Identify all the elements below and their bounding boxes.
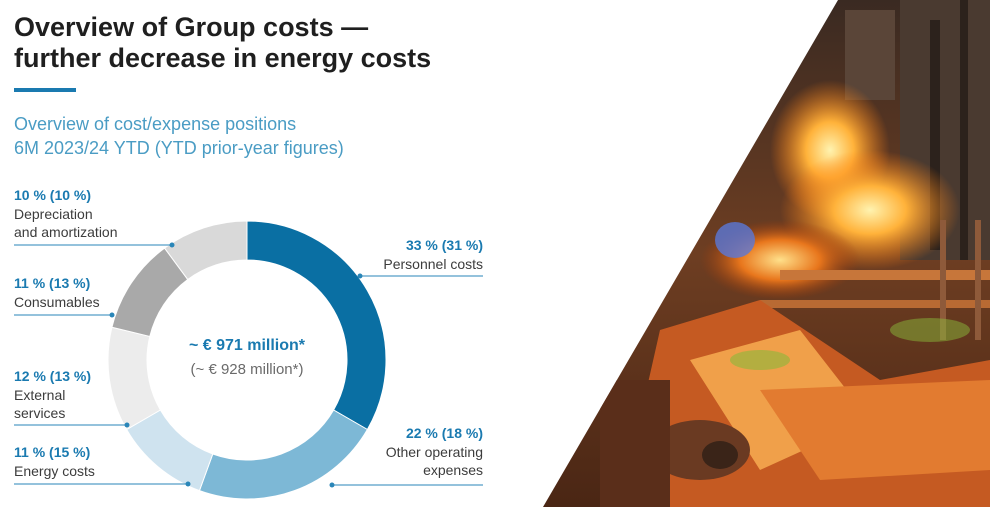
title-accent-bar xyxy=(14,88,76,92)
slice-label: 12 % (13 %) External services xyxy=(14,368,130,428)
slice-label: 10 % (10 %) Depreciation and amortization xyxy=(14,187,175,248)
center-prior-label: (~ € 928 million*) xyxy=(191,361,304,378)
slice-label: 11 % (15 %) Energy costs xyxy=(14,444,191,487)
slice-category-label: services xyxy=(14,405,65,421)
slice-category-label: expenses xyxy=(423,462,483,478)
slice-category-label: Other operating xyxy=(386,444,483,460)
slice-value-label: 10 % (10 %) xyxy=(14,187,91,203)
leader-dot xyxy=(329,482,335,488)
slice-value-label: 22 % (18 %) xyxy=(406,425,483,441)
page-title: Overview of Group costs — further decrea… xyxy=(14,12,431,74)
slice-value-label: 11 % (15 %) xyxy=(14,444,90,460)
subtitle-line-1: Overview of cost/expense positions xyxy=(14,114,297,134)
leader-dot xyxy=(357,273,363,279)
slice-category-label: Energy costs xyxy=(14,463,95,479)
slice-value-label: 12 % (13 %) xyxy=(14,368,91,384)
title-line-2: further decrease in energy costs xyxy=(14,43,432,73)
donut-slice xyxy=(163,220,248,281)
slice-category-label: Consumables xyxy=(14,294,100,310)
leader-dot xyxy=(124,422,130,428)
leader-dot xyxy=(169,242,175,248)
slice-label: 11 % (13 %) Consumables xyxy=(14,275,115,318)
leader-dot xyxy=(109,312,115,318)
center-total-label: ~ € 971 million* xyxy=(189,337,306,354)
slice-category-label: Personnel costs xyxy=(383,256,483,272)
leader-dot xyxy=(185,481,191,487)
slice-label: 33 % (31 %) Personnel costs xyxy=(357,237,483,279)
slice-category-label: External xyxy=(14,387,65,403)
subtitle-line-2: 6M 2023/24 YTD (YTD prior-year figures) xyxy=(14,138,344,158)
slice-value-label: 33 % (31 %) xyxy=(406,237,483,253)
title-line-1: Overview of Group costs — xyxy=(14,12,369,42)
chart-subtitle: Overview of cost/expense positions 6M 20… xyxy=(14,112,344,160)
slice-label: 22 % (18 %) Other operating expenses xyxy=(329,425,483,488)
slice-category-label: Depreciation xyxy=(14,206,93,222)
slice-category-label: and amortization xyxy=(14,224,118,240)
slice-value-label: 11 % (13 %) xyxy=(14,275,90,291)
